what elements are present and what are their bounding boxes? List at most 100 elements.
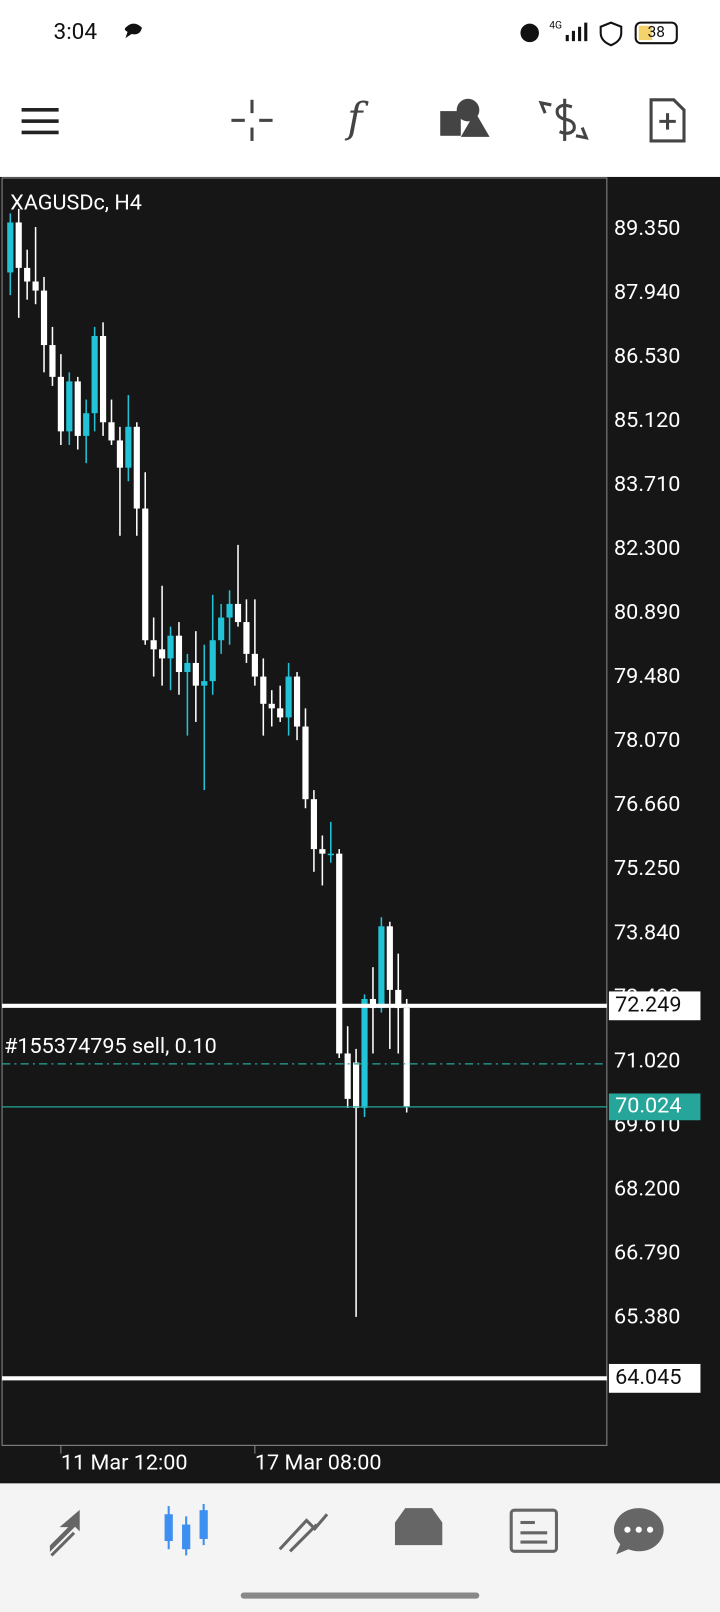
candle-body <box>49 345 56 377</box>
candle-body <box>319 849 326 854</box>
chart-plot: 89.350 87.940 86.530 85.120 83.710 82.300 80.8… <box>2 208 701 1476</box>
candle-body <box>40 290 48 346</box>
candle-body <box>15 222 22 268</box>
candle-body <box>243 622 250 654</box>
y-tick-label: 66.790 <box>614 1240 680 1265</box>
level-label: 72.249 <box>615 993 681 1018</box>
news-tab[interactable] <box>509 1508 558 1553</box>
network-icon: 4G <box>549 18 562 31</box>
candle-body <box>32 281 39 291</box>
y-tick-label: 89.350 <box>614 216 680 241</box>
candle-body <box>251 653 258 677</box>
battery-level <box>638 25 653 41</box>
candle-body <box>361 998 368 1108</box>
chart-tab[interactable] <box>164 1503 208 1556</box>
trade-tab[interactable] <box>278 1513 329 1553</box>
new-order-button[interactable] <box>649 98 686 143</box>
y-tick-label: 80.890 <box>614 600 680 625</box>
bid-label: 70.024 <box>615 1094 681 1119</box>
crosshair-button[interactable] <box>231 99 273 141</box>
level-label: 64.045 <box>615 1365 681 1390</box>
candle-body <box>209 640 216 682</box>
candle-body <box>369 998 377 1009</box>
candle-body <box>116 440 124 468</box>
trade-button[interactable] <box>538 98 589 141</box>
candle-body <box>150 640 157 650</box>
candle-body <box>293 676 301 727</box>
level-label-box <box>608 991 701 1021</box>
chat-icon <box>124 23 142 39</box>
order-label: #155374795 sell, 0.10 <box>4 1034 217 1059</box>
candle-body <box>108 422 115 441</box>
battery-text: 38 <box>648 23 665 41</box>
candle-body <box>218 617 225 641</box>
status-time: 3:04 <box>53 18 97 45</box>
bottom-nav <box>0 1483 720 1612</box>
y-tick-label: 68.200 <box>614 1176 680 1201</box>
y-tick-label: 82.300 <box>614 536 680 561</box>
alarm-icon <box>520 23 539 43</box>
security-icon <box>599 21 623 47</box>
candle-body <box>57 376 64 432</box>
candle-body <box>74 381 81 436</box>
candle-body <box>142 508 149 641</box>
bid-label-box <box>608 1093 701 1121</box>
candle-body <box>99 335 107 423</box>
candle-body <box>83 413 90 436</box>
x-tick-label: 17 Mar 08:00 <box>255 1451 382 1476</box>
y-tick-label: 83.710 <box>614 472 680 497</box>
quotes-tab[interactable] <box>49 1509 80 1557</box>
y-tick-label: 79.480 <box>614 664 680 689</box>
candle-body <box>268 703 275 709</box>
candle-body <box>353 1062 360 1108</box>
candle-body <box>91 335 98 414</box>
candle-body <box>7 222 14 273</box>
y-tick-label: 75.250 <box>614 856 680 881</box>
candle-body <box>192 662 199 686</box>
chart-title: XAGUSDc, H4 <box>10 190 142 215</box>
candle-body <box>175 635 183 673</box>
candle-body <box>285 676 292 718</box>
x-tick-label: 11 Mar 12:00 <box>61 1451 188 1476</box>
y-tick-label: 87.940 <box>614 280 680 305</box>
signal-icon <box>565 22 588 42</box>
candle-body <box>234 603 242 623</box>
history-tab[interactable] <box>394 1508 443 1546</box>
menu-button[interactable] <box>21 108 59 135</box>
y-tick-label: 78.070 <box>614 728 680 753</box>
candle-body <box>159 649 166 659</box>
level-label-box <box>608 1363 701 1393</box>
candle-body <box>395 989 402 1009</box>
candle-body <box>327 853 334 856</box>
candle-body <box>277 708 284 718</box>
candle-body <box>201 681 208 686</box>
candle-body <box>310 799 318 850</box>
candle-body <box>403 1008 410 1107</box>
objects-button[interactable] <box>440 98 490 137</box>
candle-body <box>133 426 140 509</box>
chart-frame <box>1 177 608 1446</box>
candle-body <box>302 726 309 800</box>
y-tick-label: 86.530 <box>614 344 680 369</box>
candle-body <box>184 662 191 673</box>
candle-body <box>66 381 73 432</box>
candle-body <box>344 1053 351 1099</box>
y-tick-label: 65.380 <box>614 1304 680 1329</box>
candle-body <box>167 635 174 659</box>
candle-body <box>260 676 267 704</box>
indicators-button[interactable]: f <box>344 94 369 142</box>
candle-body <box>378 926 385 1009</box>
y-tick-label: 73.840 <box>614 920 680 945</box>
candle-body <box>24 267 31 282</box>
candle-body <box>336 853 343 1054</box>
candle-body <box>226 603 233 618</box>
y-tick-label: 71.020 <box>614 1048 680 1073</box>
candle-body <box>386 926 393 990</box>
messages-tab[interactable] <box>613 1508 664 1555</box>
home-indicator <box>240 1592 480 1599</box>
chart-background <box>0 176 720 1484</box>
y-tick-label: 85.120 <box>614 408 680 433</box>
battery-icon <box>634 21 678 45</box>
candle-body <box>125 426 132 468</box>
